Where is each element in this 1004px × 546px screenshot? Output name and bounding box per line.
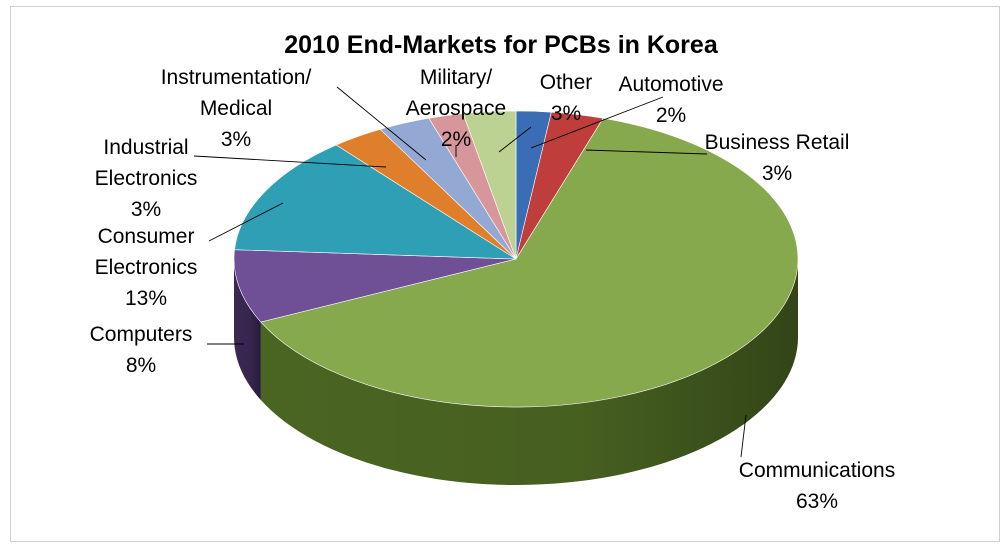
- leader-line-industrial-electronics: [193, 155, 387, 168]
- leader-line-instrumentation-medical: [336, 86, 427, 161]
- data-label-line: Business Retail: [705, 131, 850, 154]
- data-label-automotive: Automotive 2%: [618, 73, 723, 127]
- data-label-line: Industrial: [103, 136, 188, 159]
- data-label-line: 2%: [441, 128, 471, 151]
- pie-slice-consumer-electronics: [234, 144, 518, 260]
- data-label-line: 2%: [656, 104, 686, 127]
- leader-line-consumer-electronics: [208, 202, 284, 242]
- data-label-line: Medical: [200, 97, 272, 120]
- data-label-line: 13%: [125, 287, 167, 310]
- data-label-computers: Computers 8%: [90, 323, 193, 377]
- data-label-military-aerospace: Military/Aerospace 2%: [406, 66, 506, 151]
- leader-line-communications: [740, 414, 747, 458]
- pie-chart: 2010 End-Markets for PCBs in Korea Autom…: [90, 31, 896, 513]
- pie-slice-communications: [260, 117, 799, 408]
- pie-sides: [234, 259, 799, 485]
- pie-side-shade-communications: [260, 259, 799, 485]
- leader-lines: [193, 86, 747, 458]
- data-label-line: Aerospace: [406, 97, 506, 120]
- data-label-line: 63%: [796, 490, 838, 513]
- data-label-line: Other: [540, 71, 593, 94]
- leader-line-other: [498, 126, 532, 153]
- pie-slice-computers: [233, 249, 517, 323]
- leader-line-automotive: [530, 96, 664, 149]
- data-label-line: Computers: [90, 323, 193, 346]
- data-label-business-retail: Business Retail 3%: [705, 131, 850, 185]
- data-label-line: 3%: [762, 162, 792, 185]
- data-label-line: Communications: [739, 459, 895, 482]
- data-label-other: Other 3%: [540, 71, 593, 125]
- leader-line-business-retail: [585, 149, 708, 155]
- data-label-line: 3%: [131, 198, 161, 221]
- data-labels: Automotive 2% Business Retail 3% Communicati…: [90, 66, 896, 513]
- data-label-line: Military/: [420, 66, 492, 89]
- data-label-line: Consumer: [98, 225, 195, 248]
- chart-title: 2010 End-Markets for PCBs in Korea: [284, 31, 719, 59]
- data-label-line: 8%: [126, 354, 156, 377]
- data-label-line: Electronics: [95, 167, 198, 190]
- data-label-line: Electronics: [95, 256, 198, 279]
- data-label-line: 3%: [221, 128, 251, 151]
- pie-slice-other: [462, 110, 517, 260]
- chart-frame: 2010 End-Markets for PCBs in Korea Autom…: [10, 6, 1000, 542]
- pie-side-shade-computers: [234, 259, 261, 401]
- data-label-line: 3%: [551, 102, 581, 125]
- data-label-instrumentation-medical: Instrumentation/Medical 3%: [161, 66, 312, 151]
- data-label-communications: Communications 63%: [739, 459, 895, 513]
- pie-slices: [233, 110, 799, 408]
- data-label-line: Instrumentation/: [161, 66, 312, 89]
- data-label-industrial-electronics: Industrial Electronics 3%: [95, 136, 198, 221]
- data-label-line: Automotive: [618, 73, 723, 96]
- data-label-consumer-electronics: Consumer Electronics 13%: [95, 225, 198, 310]
